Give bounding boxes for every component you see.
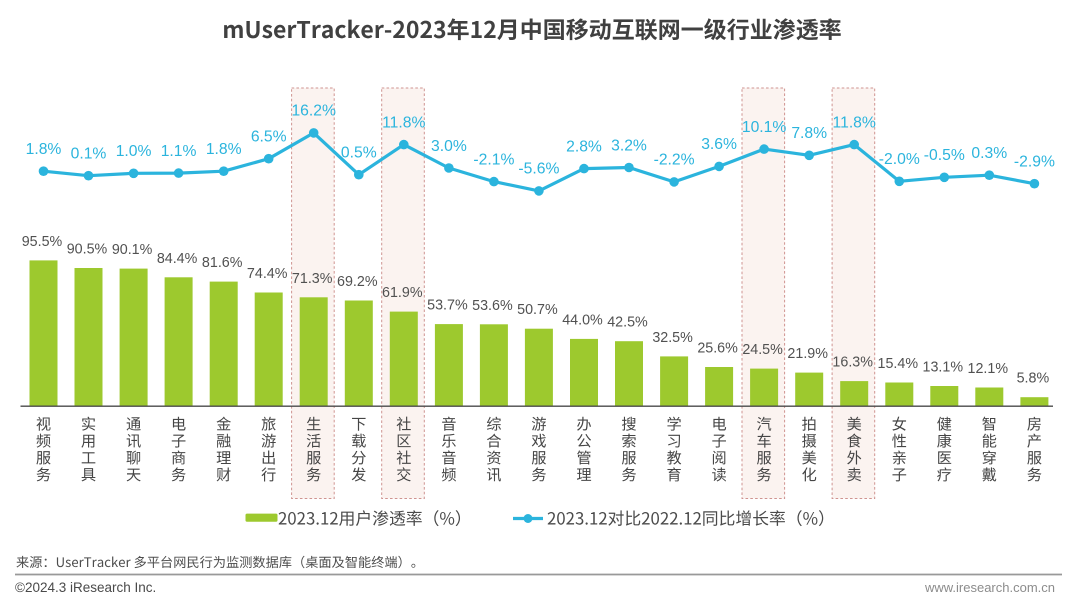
svg-text:61.9%: 61.9% bbox=[382, 285, 423, 301]
svg-text:15.4%: 15.4% bbox=[878, 356, 919, 372]
svg-text:84.4%: 84.4% bbox=[157, 251, 198, 267]
svg-text:90.5%: 90.5% bbox=[67, 242, 108, 258]
svg-text:0.1%: 0.1% bbox=[71, 146, 107, 163]
svg-text:74.4%: 74.4% bbox=[247, 266, 288, 282]
svg-text:11.8%: 11.8% bbox=[382, 114, 425, 131]
svg-text:www.iresearch.com.cn: www.iresearch.com.cn bbox=[924, 580, 1055, 595]
svg-text:-2.1%: -2.1% bbox=[473, 151, 514, 168]
svg-text:16.3%: 16.3% bbox=[832, 355, 873, 371]
svg-text:1.1%: 1.1% bbox=[161, 143, 197, 160]
svg-text:-2.2%: -2.2% bbox=[654, 152, 695, 169]
svg-text:69.2%: 69.2% bbox=[337, 274, 378, 290]
svg-text:95.5%: 95.5% bbox=[22, 234, 63, 250]
svg-text:3.6%: 3.6% bbox=[701, 136, 737, 153]
svg-text:50.7%: 50.7% bbox=[517, 302, 558, 318]
svg-text:1.8%: 1.8% bbox=[26, 141, 62, 158]
svg-text:-0.5%: -0.5% bbox=[924, 147, 965, 164]
svg-text:10.1%: 10.1% bbox=[742, 119, 787, 136]
svg-text:44.0%: 44.0% bbox=[562, 312, 603, 328]
svg-text:-2.0%: -2.0% bbox=[879, 151, 920, 168]
svg-text:13.1%: 13.1% bbox=[923, 360, 964, 376]
svg-text:53.7%: 53.7% bbox=[427, 298, 468, 314]
svg-text:6.5%: 6.5% bbox=[251, 129, 287, 146]
svg-text:-2.9%: -2.9% bbox=[1014, 154, 1055, 171]
svg-text:0.3%: 0.3% bbox=[971, 145, 1007, 162]
svg-text:25.6%: 25.6% bbox=[697, 341, 738, 357]
svg-text:1.8%: 1.8% bbox=[206, 141, 242, 158]
svg-text:71.3%: 71.3% bbox=[292, 271, 333, 287]
svg-text:32.5%: 32.5% bbox=[652, 330, 693, 346]
svg-text:7.8%: 7.8% bbox=[791, 125, 827, 142]
svg-text:5.8%: 5.8% bbox=[1017, 371, 1050, 387]
svg-text:1.0%: 1.0% bbox=[116, 143, 152, 160]
svg-text:3.2%: 3.2% bbox=[611, 137, 647, 154]
svg-text:-5.6%: -5.6% bbox=[518, 161, 559, 178]
svg-text:©2024.3 iResearch Inc.: ©2024.3 iResearch Inc. bbox=[15, 580, 156, 595]
svg-text:2.8%: 2.8% bbox=[566, 138, 602, 155]
svg-text:11.8%: 11.8% bbox=[833, 114, 876, 131]
svg-text:53.6%: 53.6% bbox=[472, 298, 513, 314]
svg-text:42.5%: 42.5% bbox=[607, 315, 648, 331]
svg-text:0.5%: 0.5% bbox=[341, 145, 377, 162]
svg-text:81.6%: 81.6% bbox=[202, 255, 243, 271]
svg-text:3.0%: 3.0% bbox=[431, 138, 467, 155]
svg-text:12.1%: 12.1% bbox=[968, 361, 1009, 377]
svg-text:21.9%: 21.9% bbox=[787, 346, 828, 362]
svg-text:24.5%: 24.5% bbox=[742, 342, 783, 358]
svg-text:90.1%: 90.1% bbox=[112, 242, 153, 258]
svg-text:16.2%: 16.2% bbox=[291, 103, 336, 120]
